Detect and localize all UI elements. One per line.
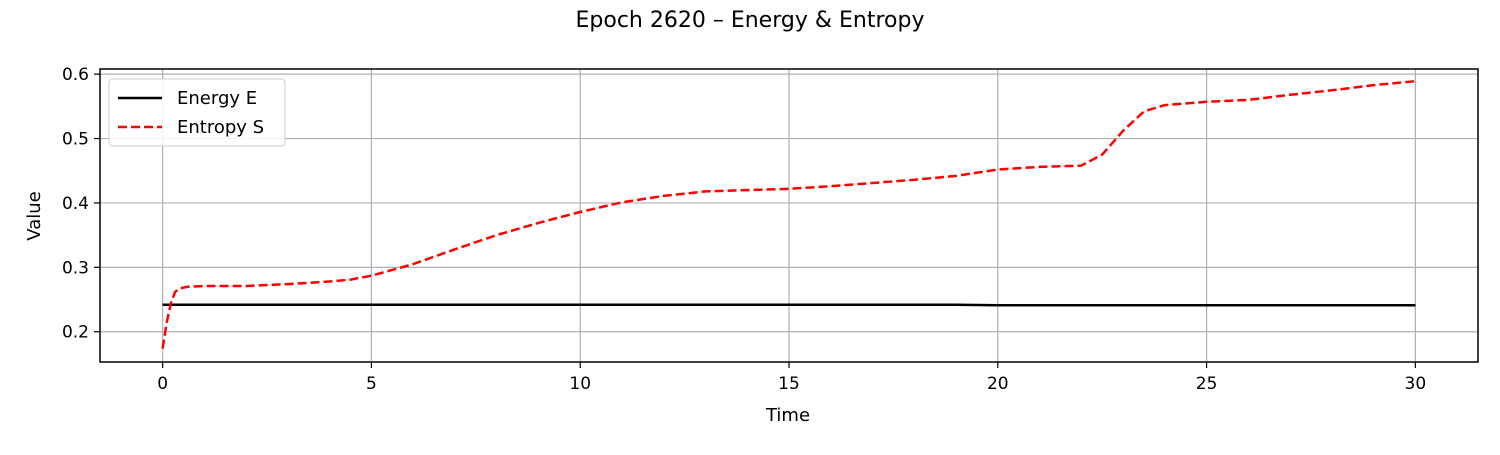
y-tick-label: 0.4: [62, 194, 89, 214]
x-tick-label: 30: [1405, 374, 1427, 394]
series-line-energy: [162, 303, 1416, 307]
x-axis-label: Time: [765, 405, 810, 426]
grid-layer: [100, 69, 1478, 362]
y-axis-label: Value: [24, 191, 45, 240]
x-tick-label: 25: [1196, 374, 1218, 394]
legend: Energy E Entropy S: [108, 78, 286, 147]
y-axis-ticks: 0.2 0.3 0.4 0.5 0.6: [62, 65, 100, 343]
legend-box: [108, 78, 286, 147]
x-axis-ticks: 0 5 10 15 20 25 30: [157, 362, 1426, 394]
y-tick-label: 0.3: [62, 258, 89, 278]
y-tick-label: 0.6: [62, 65, 89, 85]
legend-label-energy: Energy E: [177, 88, 257, 109]
x-tick-label: 0: [157, 374, 168, 394]
series-layer: [161, 79, 1416, 349]
x-tick-label: 5: [366, 374, 377, 394]
x-tick-label: 10: [569, 374, 591, 394]
y-tick-label: 0.2: [62, 323, 89, 343]
y-tick-label: 0.5: [62, 130, 89, 150]
series-line-entropy: [161, 79, 1416, 349]
x-tick-label: 20: [987, 374, 1009, 394]
chart-title: Epoch 2620 – Energy & Entropy: [576, 8, 925, 33]
x-tick-label: 15: [778, 374, 800, 394]
legend-label-entropy: Entropy S: [177, 117, 264, 138]
